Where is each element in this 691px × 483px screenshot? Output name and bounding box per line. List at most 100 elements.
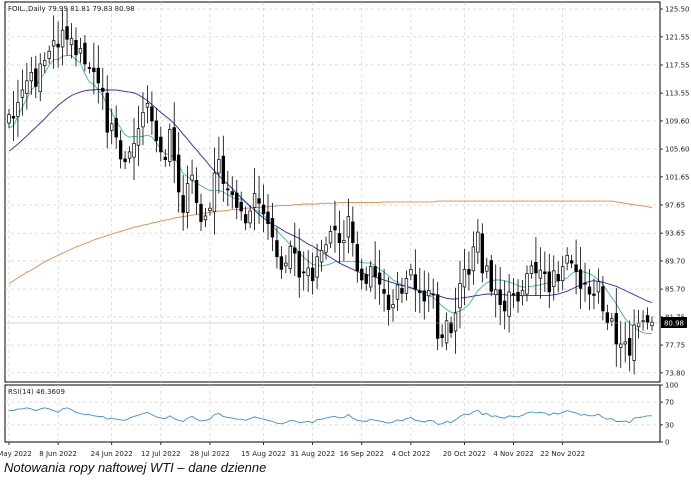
x-tick-label: 4 Oct 2022: [391, 450, 430, 458]
candle-body: [645, 315, 650, 323]
candle-body: [333, 225, 337, 231]
y-tick-label: 77.75: [665, 342, 685, 350]
candle-body: [583, 282, 587, 285]
candle-body: [480, 233, 485, 274]
y-tick-label: 85.70: [665, 286, 685, 294]
candle-body: [221, 155, 226, 184]
candle-body: [78, 48, 83, 54]
candle-body: [596, 281, 601, 293]
x-tick-label: 15 Aug 2022: [241, 450, 286, 458]
rsi-y-axis: 100 70 30 0: [660, 382, 678, 447]
candle-body: [418, 290, 422, 293]
x-tick-label: 20 Oct 2022: [443, 450, 486, 458]
candle-body: [422, 290, 426, 302]
candle-body: [587, 286, 592, 295]
candle-body: [467, 269, 471, 275]
candle-body: [319, 250, 324, 263]
candle-body: [29, 72, 34, 82]
candle-body: [328, 231, 333, 244]
x-tick-label: 28 Jul 2022: [190, 450, 230, 458]
y-tick-label: 117.55: [665, 61, 690, 69]
candle-body: [132, 143, 136, 158]
candle-body: [239, 201, 243, 212]
candle-body: [181, 195, 185, 213]
x-tick-label: 8 Jun 2022: [39, 450, 77, 458]
y-tick-label: 93.65: [665, 230, 685, 238]
candle-body: [462, 269, 467, 288]
candle-body: [373, 266, 377, 277]
candle-body: [449, 322, 453, 334]
candle-body: [194, 180, 199, 203]
y-tick-label: 101.65: [665, 173, 690, 181]
candle-body: [342, 240, 346, 244]
candle-body: [199, 203, 203, 222]
candle-body: [538, 269, 543, 279]
x-axis: 23 May 2022 8 Jun 2022 24 Jun 2022 12 Jul 2…: [0, 442, 585, 458]
candle-body: [507, 291, 511, 317]
candle-body: [650, 321, 654, 327]
candle-body: [163, 156, 167, 160]
candle-body: [212, 172, 217, 213]
candle-body: [485, 265, 489, 272]
chart-caption: Notowania ropy naftowej WTI – dane dzien…: [4, 460, 267, 475]
candle-body: [377, 272, 382, 285]
candle-body: [458, 283, 462, 309]
candle-body: [105, 92, 109, 133]
moving-average-line: [8, 88, 653, 303]
candle-body: [257, 198, 261, 204]
y-tick-label: 89.70: [665, 257, 685, 265]
candle-body: [51, 40, 56, 47]
candle-body: [471, 246, 476, 272]
candle-body: [346, 216, 351, 238]
candle-body: [172, 127, 176, 161]
y-tick-label: 105.60: [665, 146, 690, 154]
candle-body: [409, 269, 413, 276]
candle-body: [47, 50, 51, 59]
candle-body: [16, 102, 20, 117]
candle-body: [11, 116, 16, 119]
candle-body: [203, 215, 208, 221]
candle-body: [440, 334, 444, 339]
candle-body: [619, 343, 623, 348]
candle-body: [641, 320, 645, 323]
candle-body: [159, 136, 163, 153]
candle-body: [476, 231, 480, 253]
candle-body: [101, 87, 105, 92]
candle-body: [279, 256, 284, 270]
y-tick-label: 30: [665, 421, 674, 429]
candle-body: [355, 244, 359, 272]
candle-body: [83, 42, 87, 65]
y-tick-label: 97.65: [665, 202, 685, 210]
x-tick-label: 24 Jun 2022: [91, 450, 133, 458]
candle-body: [288, 245, 293, 269]
candle-body: [543, 271, 547, 274]
main-plot-frame: [4, 1, 661, 383]
x-tick-label: 12 Jul 2022: [141, 450, 181, 458]
candle-body: [261, 204, 266, 215]
candle-body: [502, 300, 507, 312]
candle-body: [431, 293, 435, 296]
candle-body: [248, 210, 252, 224]
y-tick-label: 113.55: [665, 90, 690, 98]
candle-body: [208, 207, 212, 211]
last-price-label: 80.98: [664, 320, 684, 328]
candle-body: [43, 60, 47, 67]
candle-body: [168, 129, 172, 162]
candle-body: [337, 233, 342, 244]
candle-body: [20, 89, 25, 98]
rsi-plot-frame: [4, 384, 661, 443]
candle-body: [489, 260, 493, 292]
candle-body: [520, 290, 525, 297]
x-tick-label: 4 Nov 2022: [493, 450, 533, 458]
candle-body: [266, 211, 270, 225]
candle-body: [382, 289, 386, 294]
candle-body: [310, 267, 315, 282]
x-tick-label: 23 May 2022: [0, 450, 32, 458]
rsi-grid: [5, 385, 660, 442]
candle-body: [610, 318, 614, 322]
candle-body: [127, 151, 132, 159]
candle-body: [601, 286, 605, 312]
candle-body: [605, 312, 610, 324]
candle-body: [25, 80, 29, 94]
candle-body: [96, 67, 100, 84]
